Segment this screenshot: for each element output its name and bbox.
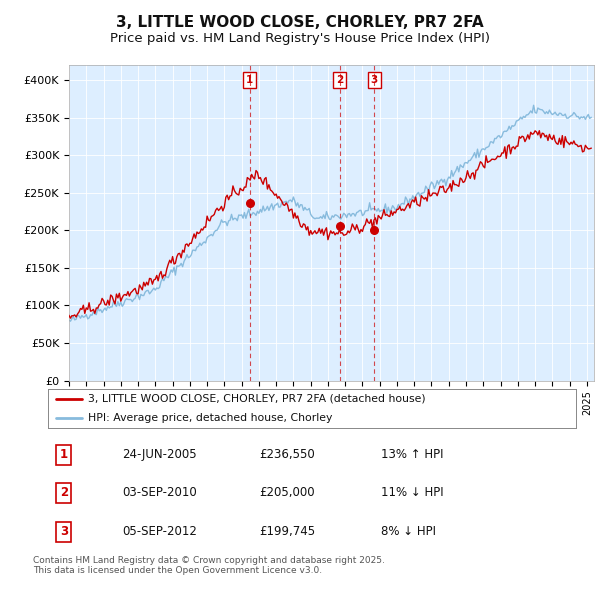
- Text: £199,745: £199,745: [259, 525, 316, 538]
- Text: 3, LITTLE WOOD CLOSE, CHORLEY, PR7 2FA (detached house): 3, LITTLE WOOD CLOSE, CHORLEY, PR7 2FA (…: [88, 394, 425, 404]
- Text: 03-SEP-2010: 03-SEP-2010: [122, 486, 197, 499]
- Text: 24-JUN-2005: 24-JUN-2005: [122, 448, 197, 461]
- Text: 8% ↓ HPI: 8% ↓ HPI: [380, 525, 436, 538]
- Text: 3: 3: [371, 75, 378, 85]
- Text: 2: 2: [60, 486, 68, 499]
- Text: HPI: Average price, detached house, Chorley: HPI: Average price, detached house, Chor…: [88, 413, 332, 423]
- Text: 05-SEP-2012: 05-SEP-2012: [122, 525, 197, 538]
- Text: 1: 1: [60, 448, 68, 461]
- Text: 2: 2: [336, 75, 343, 85]
- Text: 11% ↓ HPI: 11% ↓ HPI: [380, 486, 443, 499]
- Text: 3, LITTLE WOOD CLOSE, CHORLEY, PR7 2FA: 3, LITTLE WOOD CLOSE, CHORLEY, PR7 2FA: [116, 15, 484, 30]
- Text: Price paid vs. HM Land Registry's House Price Index (HPI): Price paid vs. HM Land Registry's House …: [110, 32, 490, 45]
- Text: 1: 1: [246, 75, 253, 85]
- Text: £236,550: £236,550: [259, 448, 315, 461]
- Text: 3: 3: [60, 525, 68, 538]
- Text: Contains HM Land Registry data © Crown copyright and database right 2025.
This d: Contains HM Land Registry data © Crown c…: [33, 556, 385, 575]
- Text: 13% ↑ HPI: 13% ↑ HPI: [380, 448, 443, 461]
- Text: £205,000: £205,000: [259, 486, 315, 499]
